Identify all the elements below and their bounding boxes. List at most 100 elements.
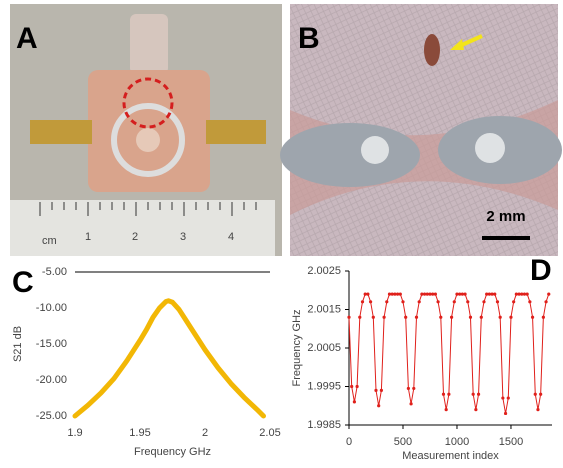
data-point — [520, 292, 524, 296]
data-point — [503, 411, 508, 416]
data-point — [506, 396, 510, 400]
data-point — [393, 292, 397, 296]
x-tick-label: 500 — [394, 436, 412, 448]
data-point — [539, 392, 543, 396]
data-point — [495, 300, 500, 304]
data-point — [522, 292, 527, 296]
x-tick-label: 1.9 — [67, 427, 82, 439]
data-point — [514, 292, 518, 296]
data-point — [530, 315, 535, 319]
y-tick-label: -5.00 — [42, 266, 67, 278]
x-tick-label: 1000 — [445, 436, 469, 448]
y-tick-label: 2.0025 — [307, 265, 341, 277]
data-point — [428, 292, 432, 296]
data-point — [377, 404, 381, 408]
data-point — [547, 292, 551, 296]
x-tick-label: 1.95 — [129, 427, 150, 439]
scale-bar-label: 2 mm — [486, 208, 525, 225]
data-point — [409, 402, 413, 406]
data-point — [482, 300, 486, 304]
data-point — [420, 292, 424, 296]
data-line — [72, 298, 266, 419]
data-point — [455, 292, 459, 296]
data-point — [536, 408, 540, 412]
data-point — [436, 300, 440, 304]
data-point — [366, 292, 370, 296]
data-point — [371, 315, 375, 319]
data-point — [352, 400, 356, 404]
panel-label: A — [16, 22, 38, 55]
data-point — [512, 300, 516, 304]
photo-b: 2 mm B — [280, 4, 562, 256]
data-point — [398, 292, 402, 296]
x-axis-title: Measurement index — [402, 450, 499, 462]
data-point — [541, 315, 545, 319]
data-point — [474, 408, 478, 412]
data-point — [463, 292, 467, 296]
y-tick-label: 2.0015 — [307, 303, 341, 315]
data-point — [452, 300, 456, 304]
ruler-label: cm — [42, 235, 57, 247]
data-point — [487, 292, 491, 296]
data-point — [471, 392, 475, 396]
y-tick-label: -25.00 — [36, 410, 67, 422]
x-axis-title: Frequency GHz — [134, 446, 211, 458]
photo-a: A cm 1 2 3 4 — [10, 4, 282, 256]
panel-label: D — [530, 254, 552, 287]
data-point — [390, 292, 394, 296]
data-point — [406, 386, 410, 391]
data-point — [449, 315, 454, 319]
data-point — [493, 292, 497, 296]
data-point — [485, 292, 489, 296]
data-point — [479, 315, 483, 319]
data-point — [404, 315, 408, 319]
data-point — [385, 300, 389, 304]
data-point — [387, 292, 392, 296]
ruler-label: 1 — [85, 231, 91, 243]
data-point — [460, 292, 464, 296]
data-point — [509, 315, 513, 319]
data-point — [517, 292, 521, 296]
data-point — [458, 292, 462, 296]
data-point — [433, 292, 437, 296]
data-point — [466, 300, 470, 304]
data-point — [425, 292, 429, 296]
data-point — [528, 300, 532, 304]
data-point — [355, 384, 359, 389]
panel-label: C — [12, 266, 34, 299]
data-point — [501, 396, 505, 400]
ruler-label: 2 — [132, 231, 138, 243]
data-point — [525, 292, 529, 296]
data-point — [447, 392, 451, 396]
data-point — [401, 300, 405, 304]
y-axis-title: Frequency GHz — [291, 309, 303, 386]
y-tick-label: 1.9985 — [307, 419, 341, 431]
data-point — [544, 300, 548, 304]
data-point — [350, 384, 354, 389]
data-point — [363, 292, 367, 296]
data-point — [417, 300, 421, 304]
data-point — [441, 392, 446, 396]
data-point — [476, 392, 481, 396]
data-point — [498, 315, 502, 319]
data-point — [431, 292, 435, 296]
data-point — [382, 315, 386, 319]
data-point — [412, 386, 416, 391]
y-tick-label: 2.0005 — [307, 342, 341, 354]
ruler-label: 3 — [180, 231, 186, 243]
data-point — [422, 292, 427, 296]
y-tick-label: -20.00 — [36, 374, 67, 386]
data-point — [468, 315, 473, 319]
x-tick-label: 2.05 — [259, 427, 280, 439]
data-point — [374, 388, 378, 392]
ruler-label: 4 — [228, 231, 234, 243]
x-tick-label: 1500 — [499, 436, 523, 448]
x-tick-label: 2 — [202, 427, 208, 439]
data-point — [439, 315, 443, 319]
data-point — [533, 392, 537, 396]
data-point — [360, 300, 365, 304]
data-point — [358, 315, 362, 319]
panel-label: B — [298, 22, 320, 55]
